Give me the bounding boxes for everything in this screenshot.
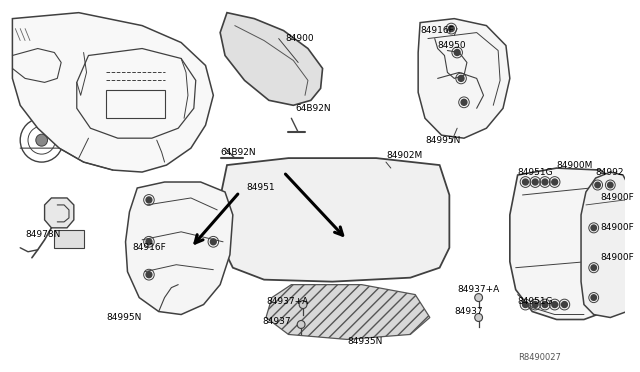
Text: 84935N: 84935N [347,337,382,346]
Polygon shape [418,19,510,138]
Text: 84992: 84992 [596,167,624,177]
Text: 84995N: 84995N [106,313,141,322]
Circle shape [449,26,454,32]
Text: 64B92N: 64B92N [220,148,256,157]
Text: 84916F: 84916F [420,26,454,35]
Text: 84937+A: 84937+A [457,285,499,294]
Circle shape [591,265,596,270]
Text: 84900F: 84900F [600,223,634,232]
Circle shape [552,179,557,185]
Circle shape [591,225,596,231]
Polygon shape [220,13,323,105]
Text: 84951G: 84951G [518,297,553,306]
Text: 84995N: 84995N [425,136,460,145]
Text: 84937: 84937 [454,307,483,316]
Circle shape [297,321,305,328]
Text: 84978N: 84978N [25,230,60,239]
Circle shape [475,314,483,321]
Text: 84951G: 84951G [518,167,553,177]
Text: 84937: 84937 [262,317,291,326]
Circle shape [146,197,152,203]
Polygon shape [12,13,213,172]
Circle shape [522,302,529,308]
Text: R8490027: R8490027 [518,353,561,362]
Circle shape [591,295,596,300]
Text: 84916F: 84916F [132,243,166,252]
Circle shape [461,99,467,105]
Circle shape [36,134,47,146]
Circle shape [522,179,529,185]
Circle shape [532,302,538,308]
Polygon shape [45,198,74,228]
Polygon shape [510,168,633,320]
Text: 84902M: 84902M [386,151,422,160]
Text: 84937+A: 84937+A [266,297,308,306]
Text: 84951: 84951 [246,183,275,192]
Text: 84900F: 84900F [600,253,634,262]
Bar [522,210,537,232]
Circle shape [595,182,600,188]
Text: 84900M: 84900M [557,161,593,170]
Text: 84900: 84900 [285,34,314,43]
Circle shape [146,239,152,245]
Circle shape [552,302,557,308]
Circle shape [561,302,568,308]
Circle shape [542,302,548,308]
Polygon shape [125,182,233,314]
Polygon shape [581,172,633,318]
Text: 84900F: 84900F [600,193,634,202]
Circle shape [475,294,483,302]
Bar [54,230,84,248]
Circle shape [454,49,460,55]
Text: 64B92N: 64B92N [295,104,331,113]
Circle shape [146,272,152,278]
Circle shape [211,239,216,245]
Polygon shape [220,158,449,282]
Circle shape [607,182,613,188]
Circle shape [299,301,307,308]
Text: 84950: 84950 [438,41,467,50]
Circle shape [532,179,538,185]
Polygon shape [266,285,430,339]
Circle shape [542,179,548,185]
Circle shape [458,76,464,81]
